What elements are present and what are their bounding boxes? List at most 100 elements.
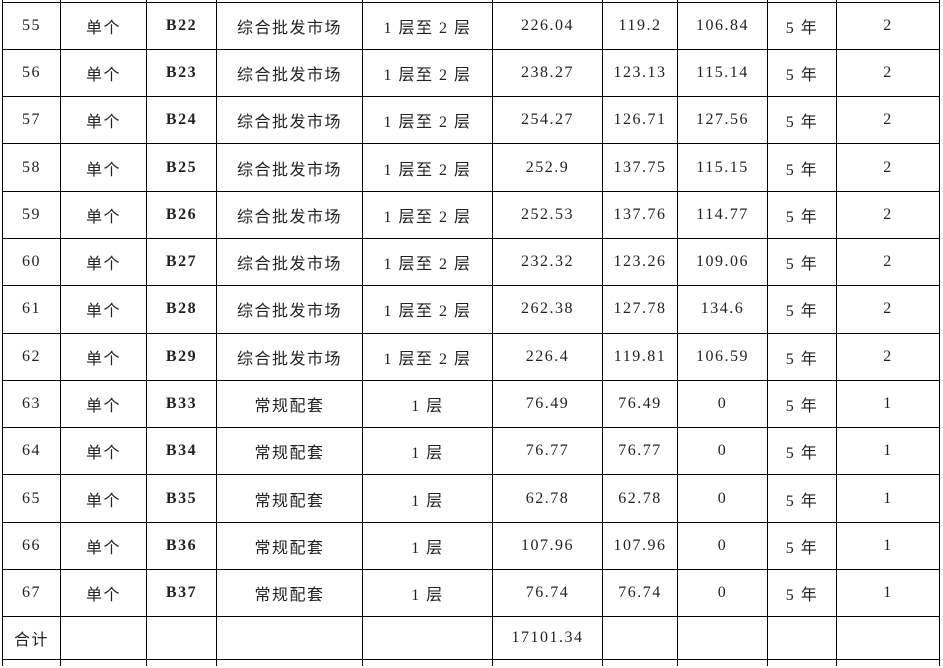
cell-years: 5 年 [767, 1, 837, 50]
cell-years: 5 年 [767, 285, 837, 334]
cell-type: 单个 [60, 143, 147, 192]
cell-value-3: 115.14 [677, 48, 768, 98]
cell-code: B26 [146, 190, 217, 239]
cell-years: 5 年 [767, 48, 837, 98]
summary-total-value: 17101.34 [492, 616, 603, 661]
cell-type: 单个 [60, 569, 147, 618]
cell-floor-range [362, 616, 493, 661]
cell-floor-range: 1 层 [362, 474, 493, 523]
cell-value-1: 232.32 [492, 237, 603, 287]
cell-type: 单个 [60, 237, 147, 287]
cell-count: 2 [836, 237, 940, 287]
cell-count: 1 [836, 569, 940, 618]
cell-value-2: 126.71 [602, 96, 678, 145]
cell-seq: 58 [2, 143, 61, 192]
cell-value-1: 107.96 [492, 521, 603, 571]
cell-seq: 57 [2, 96, 61, 145]
cell-empty [362, 659, 493, 666]
cell-floor-range: 1 层 [362, 427, 493, 476]
cell-floor-range: 1 层至 2 层 [362, 143, 493, 192]
cell-category: 综合批发市场 [216, 332, 363, 381]
cell-type: 单个 [60, 521, 147, 571]
cell-years: 5 年 [767, 427, 837, 476]
cell-category: 综合批发市场 [216, 143, 363, 192]
cell-value-1: 262.38 [492, 285, 603, 334]
cell-code: B36 [146, 521, 217, 571]
cell-code: B22 [146, 1, 217, 50]
cell-category: 综合批发市场 [216, 237, 363, 287]
cell-count: 1 [836, 427, 940, 476]
cell-empty [216, 659, 363, 666]
cell-value-1: 252.53 [492, 190, 603, 239]
cell-count: 2 [836, 48, 940, 98]
table-row: 58 单个 B25 综合批发市场 1 层至 2 层 252.9 137.75 115.15 5 … [2, 143, 940, 192]
cell-value-2: 76.74 [602, 569, 678, 618]
cell-empty [60, 659, 147, 666]
cell-count: 1 [836, 379, 940, 429]
cell-years: 5 年 [767, 474, 837, 523]
cell-value-3: 127.56 [677, 96, 768, 145]
cell-floor-range: 1 层 [362, 569, 493, 618]
cell-value-2: 123.26 [602, 237, 678, 287]
cell-code: B28 [146, 285, 217, 334]
cell-value-3 [677, 616, 768, 661]
cell-empty [2, 659, 61, 666]
cell-value-1: 254.27 [492, 96, 603, 145]
cell-value-1: 76.49 [492, 379, 603, 429]
cell-value-2: 127.78 [602, 285, 678, 334]
cell-type: 单个 [60, 1, 147, 50]
cell-category: 常规配套 [216, 569, 363, 618]
cell-seq: 59 [2, 190, 61, 239]
cell-floor-range: 1 层 [362, 521, 493, 571]
cell-code: B35 [146, 474, 217, 523]
cell-empty [602, 659, 678, 666]
cell-value-3: 0 [677, 427, 768, 476]
cell-value-2: 123.13 [602, 48, 678, 98]
cell-seq: 65 [2, 474, 61, 523]
cell-value-3: 109.06 [677, 237, 768, 287]
cell-category: 综合批发市场 [216, 1, 363, 50]
cell-empty [492, 659, 603, 666]
cell-category [216, 616, 363, 661]
cell-seq: 67 [2, 569, 61, 618]
cell-floor-range: 1 层至 2 层 [362, 285, 493, 334]
cell-value-2: 76.77 [602, 427, 678, 476]
cell-value-2: 76.49 [602, 379, 678, 429]
cell-code: B29 [146, 332, 217, 381]
cell-value-2: 119.81 [602, 332, 678, 381]
cell-years: 5 年 [767, 96, 837, 145]
cell-floor-range: 1 层至 2 层 [362, 48, 493, 98]
cell-code: B37 [146, 569, 217, 618]
cell-years: 5 年 [767, 190, 837, 239]
cell-years: 5 年 [767, 332, 837, 381]
cell-seq: 64 [2, 427, 61, 476]
table-row: 59 单个 B26 综合批发市场 1 层至 2 层 252.53 137.76 114.77 5… [2, 190, 940, 239]
cell-value-3: 106.84 [677, 1, 768, 50]
cell-value-1: 226.04 [492, 1, 603, 50]
summary-row: 合计 17101.34 [2, 616, 940, 661]
table-row: 62 单个 B29 综合批发市场 1 层至 2 层 226.4 119.81 106.59 5 … [2, 332, 940, 381]
cell-code: B25 [146, 143, 217, 192]
cell-seq: 61 [2, 285, 61, 334]
cell-years: 5 年 [767, 237, 837, 287]
cell-type: 单个 [60, 427, 147, 476]
cell-code: B24 [146, 96, 217, 145]
cell-floor-range: 1 层至 2 层 [362, 237, 493, 287]
cell-category: 常规配套 [216, 427, 363, 476]
cell-count: 2 [836, 190, 940, 239]
cell-years [767, 616, 837, 661]
cell-value-3: 106.59 [677, 332, 768, 381]
cell-value-3: 0 [677, 379, 768, 429]
cell-value-2: 119.2 [602, 1, 678, 50]
summary-label: 合计 [2, 616, 61, 661]
cell-count: 1 [836, 521, 940, 571]
cell-value-2: 137.75 [602, 143, 678, 192]
cell-type: 单个 [60, 285, 147, 334]
cell-value-3: 115.15 [677, 143, 768, 192]
cell-floor-range: 1 层至 2 层 [362, 1, 493, 50]
